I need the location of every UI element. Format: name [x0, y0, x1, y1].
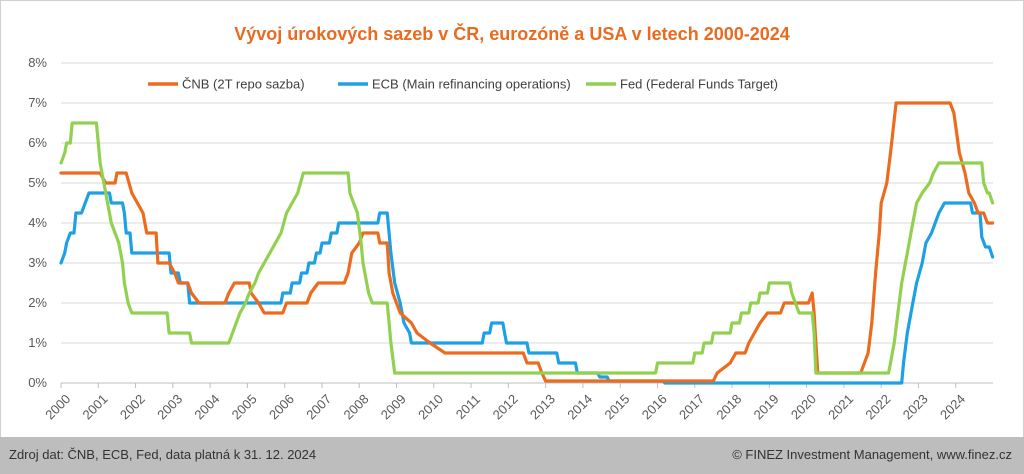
- x-tick-label: 2013: [527, 391, 558, 422]
- x-tick-label: 2016: [639, 391, 670, 422]
- x-tick-label: 2024: [937, 391, 968, 422]
- series-line-2: [59, 121, 995, 375]
- x-tick-label: 2018: [713, 391, 744, 422]
- x-tick-label: 2001: [80, 391, 111, 422]
- x-axis-ticks: 2000 2001 2002 2003 2004 2005 2006 2007 2008 2009…: [42, 383, 968, 422]
- x-tick-label: 2006: [266, 391, 297, 422]
- x-tick-label: 2021: [825, 391, 856, 422]
- footer-bar: Zdroj dat: ČNB, ECB, Fed, data platná k …: [0, 437, 1024, 474]
- x-tick-label: 2011: [453, 392, 483, 422]
- y-tick-label: 8%: [28, 55, 47, 70]
- x-tick-label: 2004: [191, 391, 222, 422]
- x-tick-label: 2023: [900, 391, 931, 422]
- x-tick-label: 2017: [676, 391, 707, 422]
- x-tick-label: 2008: [341, 391, 372, 422]
- y-tick-label: 5%: [28, 175, 47, 190]
- x-tick-label: 2009: [378, 391, 409, 422]
- chart-title: Vývoj úrokových sazeb v ČR, eurozóně a U…: [234, 24, 790, 44]
- x-tick-label: 2007: [303, 391, 334, 422]
- legend: ČNB (2T repo sazba) ECB (Main refinancing…: [148, 77, 778, 92]
- x-tick-label: 2010: [415, 391, 446, 422]
- y-tick-label: 0%: [28, 375, 47, 390]
- y-tick-label: 3%: [28, 255, 47, 270]
- series-line-1: [59, 191, 995, 385]
- data-source-note: Zdroj dat: ČNB, ECB, Fed, data platná k …: [9, 447, 317, 462]
- x-tick-label: 2012: [490, 391, 521, 422]
- series-lines: [59, 101, 995, 385]
- y-tick-label: 7%: [28, 95, 47, 110]
- x-tick-label: 2022: [862, 391, 893, 422]
- y-tick-label: 6%: [28, 135, 47, 150]
- x-tick-label: 2014: [564, 391, 595, 422]
- line-chart: 0%1%2%3%4%5%6%7%8% 2000 2001 2002 2003 2004 2…: [28, 55, 995, 422]
- y-axis-ticks: 0% 1% 2% 3% 4% 5% 6% 7% 8%: [28, 55, 47, 390]
- series-line-0: [59, 101, 995, 383]
- x-tick-label: 2015: [601, 391, 632, 422]
- x-tick-label: 2020: [788, 391, 819, 422]
- x-tick-label: 2003: [154, 391, 185, 422]
- x-tick-label: 2000: [42, 391, 73, 422]
- legend-label: ČNB (2T repo sazba): [182, 77, 305, 92]
- copyright-credit: © FINEZ Investment Management, www.finez…: [732, 447, 1012, 462]
- x-tick-label: 2019: [751, 391, 782, 422]
- legend-label: Fed (Federal Funds Target): [620, 77, 778, 92]
- y-tick-label: 2%: [28, 295, 47, 310]
- legend-label: ECB (Main refinancing operations): [372, 77, 571, 92]
- gridlines: [61, 62, 993, 384]
- x-tick-label: 2005: [229, 391, 260, 422]
- y-tick-label: 4%: [28, 215, 47, 230]
- x-tick-label: 2002: [117, 391, 148, 422]
- y-tick-label: 1%: [28, 335, 47, 350]
